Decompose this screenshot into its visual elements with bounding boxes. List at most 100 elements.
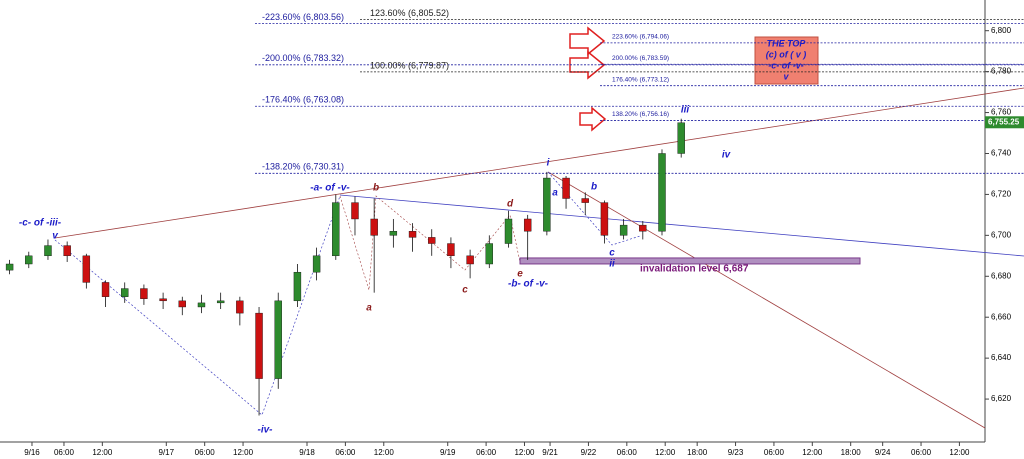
- x-tick-label: 06:00: [617, 448, 638, 457]
- candle-body: [140, 288, 148, 299]
- x-tick-label: 12:00: [802, 448, 823, 457]
- x-tick-label: 9/24: [875, 448, 891, 457]
- wave-label: e: [517, 269, 523, 280]
- candle-body: [658, 153, 666, 232]
- x-tick-label: 12:00: [949, 448, 970, 457]
- fib-level-label: 200.00% (6,783.59): [612, 55, 669, 62]
- candle-body: [466, 255, 474, 265]
- x-tick-label: 9/18: [299, 448, 315, 457]
- wave-label: i: [547, 158, 550, 169]
- x-tick-label: 06:00: [54, 448, 75, 457]
- candle-body: [236, 300, 244, 314]
- top-box: [754, 36, 819, 85]
- fib-level-label: -138.20% (6,730.31): [262, 162, 344, 172]
- x-tick-label: 9/19: [440, 448, 456, 457]
- arrow: [579, 106, 607, 132]
- x-tick-label: 9/22: [581, 448, 597, 457]
- x-tick-label: 06:00: [476, 448, 497, 457]
- trend-line: [547, 171, 986, 429]
- y-tick-label: 6,740: [991, 149, 1012, 158]
- y-tick-label: 6,660: [991, 312, 1012, 321]
- candle-body: [197, 302, 206, 308]
- candle-body: [178, 300, 186, 308]
- y-tick-label: 6,640: [991, 353, 1012, 362]
- candle-body: [408, 231, 417, 238]
- x-tick-label: 12:00: [514, 448, 535, 457]
- candle-body: [639, 224, 647, 232]
- top-box-text: THE TOP: [767, 38, 807, 48]
- fib-level-label: -200.00% (6,783.32): [262, 53, 344, 63]
- fib-level-label: 223.60% (6,794.06): [612, 34, 669, 41]
- x-tick-label: 9/17: [159, 448, 175, 457]
- candle-body: [101, 282, 110, 297]
- y-tick-label: 6,780: [991, 67, 1012, 76]
- candle-body: [562, 177, 570, 199]
- arrow: [569, 26, 606, 56]
- candle-body: [447, 243, 455, 257]
- wave-label: -c- of -iii-: [19, 218, 62, 229]
- x-tick-label: 18:00: [687, 448, 708, 457]
- x-tick-label: 9/21: [542, 448, 558, 457]
- wave-label: -b- of -v-: [508, 279, 549, 290]
- candle-body: [485, 243, 494, 265]
- y-tick-label: 6,700: [991, 230, 1012, 239]
- x-tick-label: 18:00: [841, 448, 862, 457]
- candle-body: [428, 237, 436, 244]
- wave-label: v: [52, 231, 59, 242]
- y-tick-label: 6,680: [991, 271, 1012, 280]
- x-tick-label: 9/23: [728, 448, 744, 457]
- candle-body: [677, 122, 685, 154]
- candle-body: [600, 202, 609, 236]
- wave-label: -iv-: [258, 425, 274, 436]
- y-tick-label: 6,760: [991, 108, 1012, 117]
- fib-level-label: 138.20% (6,756.16): [612, 111, 669, 118]
- top-box-text: v: [783, 71, 789, 81]
- candle-body: [274, 300, 282, 379]
- last-price-label: 6,755.25: [988, 117, 1020, 126]
- candle-body: [581, 198, 589, 203]
- invalidation-bar: [519, 257, 861, 265]
- candle-body: [293, 271, 302, 302]
- x-tick-label: 06:00: [911, 448, 932, 457]
- candle-body: [63, 245, 71, 257]
- fib-level-label: -223.60% (6,803.56): [262, 12, 344, 22]
- wave-label: c: [462, 285, 468, 296]
- candle-body: [389, 231, 398, 236]
- fib-level-label: 176.40% (6,773.12): [612, 76, 669, 83]
- wave-label: c: [609, 248, 615, 259]
- candle-body: [121, 288, 129, 297]
- x-tick-label: 12:00: [655, 448, 676, 457]
- trend-line: [54, 87, 1024, 239]
- candle-body: [216, 300, 225, 304]
- y-tick-label: 6,720: [991, 190, 1012, 199]
- fib-level-label: -176.40% (6,763.08): [262, 95, 344, 105]
- wave-label: a: [366, 303, 372, 314]
- x-tick-label: 9/16: [24, 448, 40, 457]
- x-tick-label: 12:00: [92, 448, 113, 457]
- candle-body: [82, 255, 91, 283]
- x-tick-label: 12:00: [374, 448, 395, 457]
- wave-label: b: [373, 183, 379, 194]
- invalidation-label: invalidation level 6,687: [640, 264, 749, 275]
- candle-body: [312, 255, 321, 273]
- x-tick-label: 06:00: [195, 448, 216, 457]
- last-price-box: [985, 116, 1024, 129]
- wave-label: b: [591, 182, 597, 193]
- candle-body: [543, 177, 551, 232]
- candle-body: [5, 263, 14, 271]
- candle-body: [44, 245, 52, 257]
- wave-label: d: [507, 199, 514, 210]
- fib-level-label: 123.60% (6,805.52): [370, 8, 449, 18]
- candle-body: [504, 218, 513, 244]
- y-tick-label: 6,620: [991, 394, 1012, 403]
- x-tick-label: 06:00: [764, 448, 785, 457]
- wave-label: -a- of -v-: [310, 183, 350, 194]
- x-tick-label: 12:00: [233, 448, 254, 457]
- y-tick-label: 6,800: [991, 26, 1012, 35]
- trend-line: [339, 194, 1024, 257]
- candle-body: [25, 255, 33, 265]
- fib-level-label: 100.00% (6,779.87): [370, 60, 449, 70]
- candle-body: [255, 312, 263, 379]
- wave-label: iii: [681, 105, 690, 116]
